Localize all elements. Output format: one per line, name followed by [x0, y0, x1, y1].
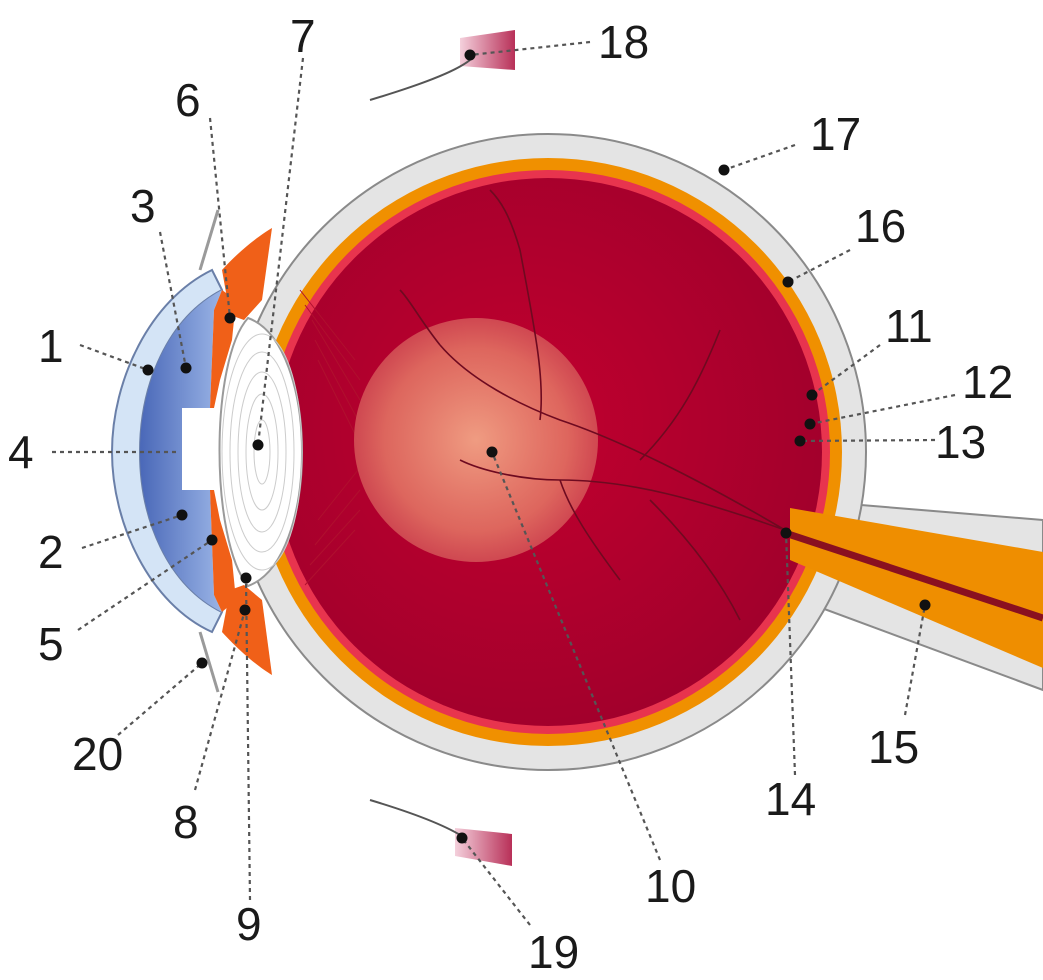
inferior-rectus-muscle: [369, 799, 512, 866]
label-5: 5: [38, 618, 64, 670]
label-9: 9: [236, 898, 262, 950]
label-11: 11: [885, 300, 933, 352]
label-20: 20: [72, 728, 123, 780]
label-15: 15: [868, 721, 919, 773]
central-retinal-vessel: [780, 528, 1043, 622]
zonular-fibers: [299, 289, 361, 586]
ciliary-body-lower: [222, 585, 272, 675]
superior-rectus-muscle: [369, 30, 515, 101]
label-2: 2: [38, 526, 64, 578]
label-8: 8: [173, 796, 199, 848]
leader-dots: [142, 49, 931, 844]
eyelid-lower-edge: [198, 631, 220, 693]
retinal-vessels: [399, 189, 786, 621]
label-3: 3: [130, 180, 156, 232]
macula: [354, 318, 598, 562]
label-7: 7: [290, 10, 316, 62]
label-14: 14: [765, 773, 816, 825]
lens-rings: [221, 333, 303, 571]
part-number-labels: 1 2 3 4 5 6 7 8 9 10 11 12 13 14 15 16 1…: [8, 10, 1013, 978]
label-16: 16: [855, 200, 906, 252]
label-19: 19: [528, 926, 579, 978]
anterior-chamber: [140, 290, 222, 612]
label-12: 12: [962, 356, 1013, 408]
label-13: 13: [935, 416, 986, 468]
lens: [218, 316, 303, 588]
leader-lines: [52, 40, 956, 926]
label-6: 6: [175, 74, 201, 126]
label-1: 1: [38, 320, 64, 372]
iris-lower: [210, 490, 236, 612]
label-10: 10: [645, 860, 696, 912]
eyelid-upper-edge: [198, 209, 220, 271]
label-4: 4: [8, 426, 34, 478]
label-17: 17: [810, 108, 861, 160]
optic-nerve: [790, 508, 1043, 668]
label-18: 18: [598, 16, 649, 68]
ciliary-body-upper: [222, 228, 272, 320]
